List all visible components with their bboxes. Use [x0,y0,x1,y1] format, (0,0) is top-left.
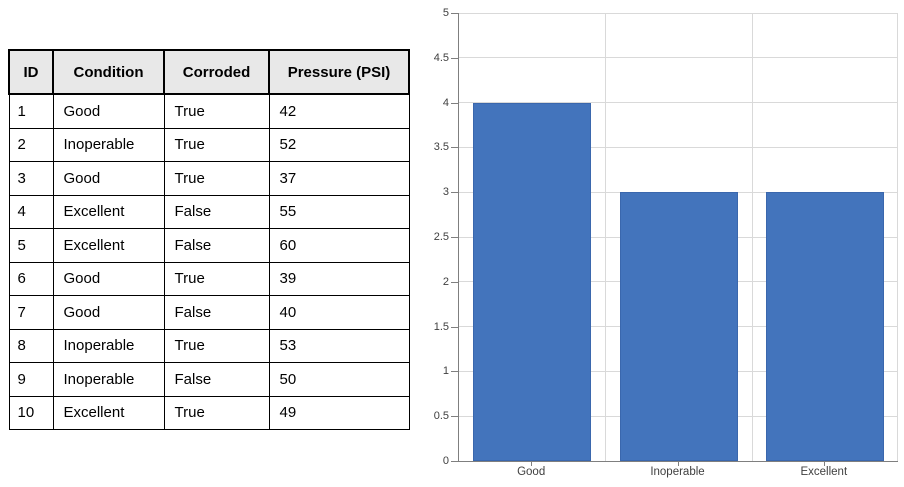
table-cell: False [163,362,270,397]
table-cell: 55 [268,194,410,229]
table-cell: 1 [8,93,54,129]
y-axis-tick-mark [451,147,458,149]
table-row: 4 Excellent False 55 [8,194,410,229]
table-cell: Good [52,93,165,129]
table-cell: 37 [268,161,410,196]
y-axis-tick-mark [451,102,458,104]
x-axis-category-label: Good [517,466,546,478]
table-cell: True [163,93,270,129]
y-axis-tick-mark [451,57,458,59]
table-cell: 39 [268,261,410,296]
table-cell: True [163,127,270,162]
vertical-gridline [752,13,753,461]
table-row: 8 Inoperable True 53 [8,328,410,363]
table-cell: 40 [268,295,410,330]
table-cell: 50 [268,362,410,397]
y-axis-tick-label: 3.5 [433,141,449,154]
chart-plot-area [458,12,898,462]
bar-good [473,103,592,461]
table-cell: 7 [8,295,54,330]
x-axis-tick-mark [823,461,825,466]
table-cell: Inoperable [52,328,165,363]
table-cell: 53 [268,328,410,363]
table-cell: 9 [8,362,54,397]
table-header-cell: Corroded [163,49,270,95]
table-cell: 2 [8,127,54,162]
table-row: 9 Inoperable False 50 [8,362,410,397]
x-axis-category-label: Inoperable [650,466,705,478]
bar-excellent [765,192,884,461]
table-cell: True [163,161,270,196]
x-axis-tick-mark [531,461,533,466]
x-axis-tick-mark [677,461,679,466]
table-cell: 42 [268,93,410,129]
table-cell: 6 [8,261,54,296]
y-axis-tick-mark [451,326,458,328]
table-cell: True [163,395,270,430]
table-cell: 8 [8,328,54,363]
table-cell: Inoperable [52,362,165,397]
y-axis-tick-label: 4.5 [433,51,449,64]
y-axis-tick-mark [451,13,458,14]
y-axis-tick-mark [451,237,458,238]
table-cell: Excellent [52,228,165,263]
y-axis-tick-label: 3 [442,186,449,199]
y-axis-tick-label: 4 [442,96,449,109]
y-axis-tick-label: 0 [442,455,449,467]
table-header-cell: ID [8,49,54,95]
horizontal-gridline [459,102,898,104]
table-cell: 3 [8,161,54,196]
horizontal-gridline [459,12,898,14]
table-cell: True [163,261,270,296]
table-cell: 60 [268,228,410,263]
table-body: 1 Good True 42 2 Inoperable True 52 3 Good True 37 4… [8,93,410,430]
table-cell: False [163,295,270,330]
table-row: 6 Good True 39 [8,261,410,296]
table-row: 3 Good True 37 [8,161,410,196]
table-cell: 4 [8,194,54,229]
table-row: 2 Inoperable True 52 [8,127,410,162]
table-row: 1 Good True 42 [8,93,410,129]
y-axis-tick-mark [451,281,458,283]
table-cell: 5 [8,228,54,263]
y-axis-tick-mark [451,461,458,462]
table-header-cell: Pressure (PSI) [268,49,410,95]
table-header-row: ID Condition Corroded Pressure (PSI) [8,49,410,95]
table-cell: False [163,228,270,263]
y-axis-tick-mark [451,192,458,194]
table-cell: Good [52,261,165,296]
y-axis-tick-mark [451,371,458,373]
table-row: 7 Good False 40 [8,295,410,330]
table-cell: Excellent [52,194,165,229]
table-header-cell: Condition [52,49,165,95]
horizontal-gridline [459,146,898,148]
bar-inoperable [619,192,738,461]
table-cell: Excellent [52,395,165,430]
table-cell: False [163,194,270,229]
x-axis-category-label: Excellent [800,466,848,478]
table-row: 10 Excellent True 49 [8,395,410,430]
table-cell: 10 [8,395,54,430]
table-cell: 49 [268,395,410,430]
y-axis-tick-label: 0.5 [433,410,449,423]
table-cell: Inoperable [52,127,165,162]
horizontal-gridline [459,57,898,59]
table-cell: Good [52,295,165,330]
vertical-gridline [897,13,898,461]
y-axis-tick-mark [451,416,458,418]
table-cell: True [163,328,270,363]
y-axis-tick-label: 1 [442,365,449,378]
y-axis-tick-label: 2 [442,275,449,288]
y-axis-tick-label: 5 [442,7,449,19]
y-axis-tick-label: 1.5 [433,320,449,333]
y-axis-tick-label: 2.5 [433,231,449,243]
pipe-data-table: ID Condition Corroded Pressure (PSI) 1 Good T… [8,49,410,430]
table-cell: Good [52,161,165,196]
table-cell: 52 [268,127,410,162]
vertical-gridline [605,13,606,461]
table-row: 5 Excellent False 60 [8,228,410,263]
